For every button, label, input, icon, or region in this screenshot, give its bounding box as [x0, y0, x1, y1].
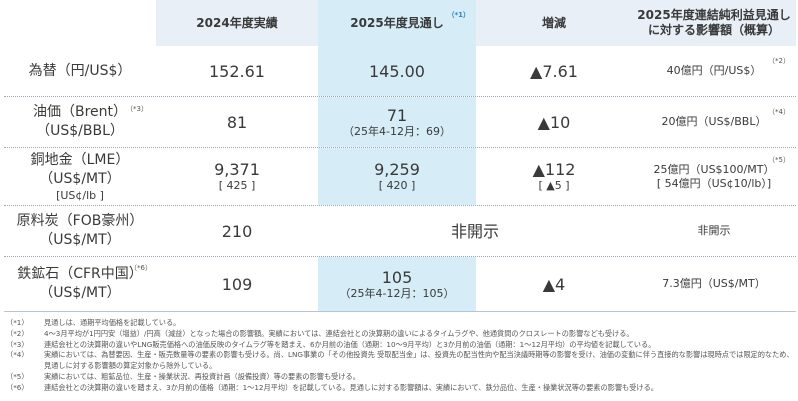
- footnote: （*3） 連結会社との決算期の違いやLNG販売価格への油価反映のタイムラグ等を踏…: [6, 339, 656, 349]
- row-fx-impact-note: （*2）: [768, 57, 790, 65]
- row-divider: [4, 205, 796, 206]
- header-2024-actual: 2024年度実績: [156, 0, 318, 46]
- row-oil-2025: 71 （25年4-12月：69）: [318, 97, 476, 147]
- row-iron-impact: 7.3億円（US$/MT）: [662, 277, 766, 290]
- header-2025-note-ref: （*1）: [447, 11, 470, 19]
- row-oil-label-note: （*3）: [126, 105, 148, 113]
- row-fx-2024: 152.61: [209, 61, 265, 81]
- row-fx-label: 為替（円/US$）: [28, 62, 132, 79]
- row-coal-impact: 非開示: [697, 224, 731, 237]
- header-2025-forecast: 2025年度見通し （*1）: [318, 0, 476, 46]
- row-fx-2025: 145.00: [318, 46, 476, 96]
- row-fx-impact: 40億円（円/US$） （*2）: [666, 57, 790, 77]
- row-copper-2024: 9,371 [ 425 ]: [214, 160, 260, 192]
- row-divider: [4, 256, 796, 257]
- footnote: （*5） 実績においては、粗鉱品位、生産・操業状況、再投資計画（設備投資）等の要…: [6, 371, 360, 381]
- row-fx-diff: ▲7.61: [530, 61, 578, 81]
- row-iron-2024: 109: [221, 274, 253, 294]
- table-bottom-border: [4, 311, 796, 312]
- row-coal-label: 原料炭（FOB豪州） （US$/MT）: [16, 213, 144, 248]
- row-fx: 為替（円/US$） 152.61 145.00 ▲7.61 40億円（円/US$…: [4, 46, 796, 96]
- row-coal-2024: 210: [221, 221, 253, 241]
- footnote: （*6） 連結会社との決算期の違いを踏まえ、3か月前の価格（通期：1～12月平均…: [6, 382, 658, 392]
- row-coal-undisclosed: 非開示: [450, 221, 499, 241]
- row-copper-2025: 9,259 [ 420 ]: [318, 148, 476, 205]
- header-diff: 増減: [476, 0, 632, 46]
- row-copper-impact: 25億円（US$100/MT） [ 54億円（US¢10/lb）] （*5）: [653, 156, 790, 190]
- row-divider: [4, 96, 796, 97]
- row-iron-label-note: （*6）: [130, 264, 152, 272]
- row-coking-coal: 原料炭（FOB豪州） （US$/MT） 210 非開示 非開示: [4, 206, 796, 256]
- row-iron-label: 鉄鉱石（CFR中国） （US$/MT） （*6）: [17, 264, 152, 301]
- row-iron-2025: 105 （25年4-12月：105）: [318, 257, 476, 311]
- row-oil-impact-note: （*4）: [768, 108, 790, 116]
- row-oil-2024: 81: [226, 112, 248, 132]
- row-divider: [4, 147, 796, 148]
- footnote: （*2） 4～3月平均が1円円安（増益）/円高（減益）となった場合の影響額。実績…: [6, 328, 634, 338]
- row-iron-diff: ▲4: [542, 274, 566, 294]
- header-row: 2024年度実績 2025年度見通し （*1） 増減 2025年度連結純利益見通…: [4, 0, 796, 46]
- row-oil-impact: 20億円（US$/BBL） （*4）: [661, 108, 790, 128]
- row-copper-impact-note: （*5）: [768, 156, 790, 164]
- row-oil: 油価（Brent） （US$/BBL） （*3） 81 71 （25年4-12月…: [4, 97, 796, 147]
- row-copper: 銅地金（LME） （US$/MT） [US¢/lb ] 9,371 [ 425 …: [4, 148, 796, 205]
- footnotes: （*1） 見通しは、通期平均価格を記載している。 （*2） 4～3月平均が1円円…: [6, 318, 794, 394]
- row-oil-label: 油価（Brent） （US$/BBL） （*3）: [32, 104, 148, 139]
- row-iron-ore: 鉄鉱石（CFR中国） （US$/MT） （*6） 109 105 （25年4-1…: [4, 257, 796, 311]
- header-impact: 2025年度連結純利益見通し に対する影響額（概算）: [632, 0, 796, 46]
- footnote: （*4） 実績においては、為替要因、生産・販売数量等の要素の影響も受ける。尚、L…: [6, 350, 794, 371]
- row-oil-diff: ▲10: [537, 112, 571, 132]
- footnote: （*1） 見通しは、通期平均価格を記載している。: [6, 318, 181, 327]
- row-copper-label: 銅地金（LME） （US$/MT） [US¢/lb ]: [30, 151, 130, 202]
- row-copper-diff: ▲112 [ ▲5 ]: [532, 160, 576, 192]
